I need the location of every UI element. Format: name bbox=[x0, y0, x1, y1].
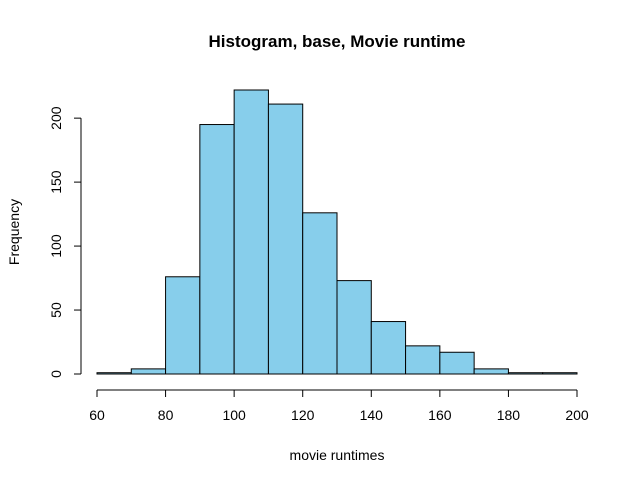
y-axis-label: Frequency bbox=[6, 199, 22, 265]
y-tick-label-50: 50 bbox=[48, 302, 64, 318]
histogram-bar-0 bbox=[96, 372, 132, 375]
histogram-bar-6 bbox=[302, 212, 338, 375]
histogram-bar-13 bbox=[542, 372, 578, 375]
x-axis: 60 80 100 120 140 160 180 200 bbox=[89, 389, 589, 423]
x-tick-label-80: 80 bbox=[158, 407, 174, 423]
histogram-bar-4 bbox=[233, 89, 269, 375]
y-axis: 0 50 100 150 200 bbox=[48, 106, 82, 378]
histogram-bar-7 bbox=[336, 280, 372, 375]
x-tick-label-140: 140 bbox=[360, 407, 384, 423]
histogram-bar-9 bbox=[405, 345, 441, 375]
x-tick-label-100: 100 bbox=[222, 407, 246, 423]
y-tick-label-0: 0 bbox=[48, 370, 64, 378]
y-tick-label-100: 100 bbox=[48, 234, 64, 258]
x-tick-label-180: 180 bbox=[497, 407, 521, 423]
histogram-bar-3 bbox=[199, 124, 235, 375]
bars-group bbox=[96, 89, 578, 375]
x-tick-label-160: 160 bbox=[428, 407, 452, 423]
y-tick-label-150: 150 bbox=[48, 170, 64, 194]
histogram-bar-12 bbox=[507, 372, 544, 375]
x-axis-label: movie runtimes bbox=[290, 447, 385, 463]
histogram-bar-10 bbox=[439, 351, 475, 375]
x-tick-label-120: 120 bbox=[291, 407, 315, 423]
x-tick-label-60: 60 bbox=[89, 407, 105, 423]
histogram-bar-8 bbox=[370, 321, 407, 375]
histogram-bar-1 bbox=[130, 368, 167, 375]
chart-title: Histogram, base, Movie runtime bbox=[209, 32, 466, 51]
histogram-bar-2 bbox=[165, 276, 201, 375]
y-tick-label-200: 200 bbox=[48, 106, 64, 130]
histogram-bar-11 bbox=[473, 368, 509, 375]
histogram-bar-5 bbox=[267, 103, 304, 375]
x-tick-label-200: 200 bbox=[565, 407, 589, 423]
